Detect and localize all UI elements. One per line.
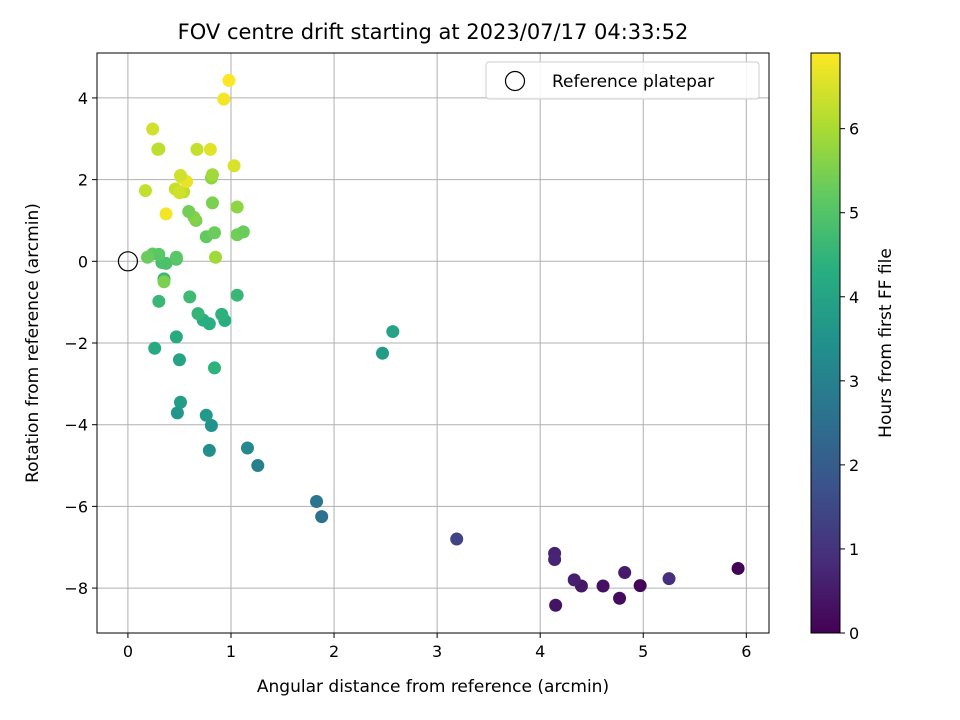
data-point — [236, 225, 250, 239]
data-point — [240, 441, 254, 455]
data-point — [450, 532, 464, 546]
colorbar-tick-label: 0 — [849, 624, 859, 643]
data-point — [170, 406, 184, 420]
data-point — [152, 142, 166, 156]
data-point — [613, 591, 627, 605]
legend-label-reference: Reference platepar — [552, 72, 714, 92]
data-point — [202, 443, 216, 457]
data-point — [172, 353, 186, 367]
reference-platepar-marker — [117, 251, 139, 272]
data-point — [731, 561, 745, 575]
colorbar-tick-label: 2 — [849, 456, 859, 475]
colorbar-strip — [810, 52, 841, 634]
colorbar-tick-label: 3 — [849, 372, 859, 391]
legend-reference-marker — [504, 70, 526, 92]
data-point — [596, 579, 610, 593]
data-point — [205, 196, 219, 210]
data-point — [209, 250, 223, 264]
data-point — [386, 325, 400, 339]
x-tick-label: 0 — [123, 642, 133, 661]
data-point — [191, 307, 205, 321]
y-tick-label: −4 — [64, 416, 88, 435]
x-tick-label: 5 — [638, 642, 648, 661]
colorbar-tick-label: 1 — [849, 540, 859, 559]
x-tick-label: 2 — [329, 642, 339, 661]
data-point — [222, 73, 236, 87]
data-point — [217, 92, 231, 106]
data-point — [548, 552, 562, 566]
y-tick-label: −8 — [64, 579, 88, 598]
data-point — [157, 275, 171, 289]
data-point — [633, 579, 647, 593]
data-point — [172, 186, 186, 200]
data-point — [146, 122, 160, 136]
data-point — [199, 408, 213, 422]
data-point — [207, 361, 221, 375]
data-point — [662, 572, 676, 586]
x-axis-title: Angular distance from reference (arcmin) — [257, 677, 609, 697]
data-point — [138, 184, 152, 198]
data-point — [230, 288, 244, 302]
x-tick-label: 1 — [226, 642, 236, 661]
data-point — [549, 598, 563, 612]
data-points — [138, 73, 745, 612]
legend-box — [485, 61, 760, 100]
colorbar-tick-label: 5 — [849, 204, 859, 223]
data-point — [207, 226, 221, 240]
data-point — [182, 204, 196, 218]
x-tick-label: 3 — [432, 642, 442, 661]
colorbar-ticks: 0 1 2 3 4 5 6 — [840, 120, 859, 643]
axis-ticks: 0 1 2 3 4 5 6 −8 −6 −4 −2 0 2 4 — [64, 89, 751, 661]
data-point — [215, 307, 229, 321]
data-point — [159, 207, 173, 221]
data-point — [618, 566, 632, 580]
y-axis-title: Rotation from reference (arcmin) — [23, 203, 43, 483]
data-point — [141, 250, 155, 264]
y-tick-label: 2 — [78, 171, 88, 190]
data-point — [152, 294, 166, 308]
data-point — [204, 419, 218, 433]
data-point — [205, 168, 219, 182]
data-point — [251, 459, 265, 473]
data-point — [148, 341, 162, 355]
data-point — [173, 395, 187, 409]
data-point — [315, 510, 329, 524]
data-point — [203, 142, 217, 156]
data-point — [190, 142, 204, 156]
colorbar-tick-label: 4 — [849, 288, 859, 307]
colorbar-title: Hours from first FF file — [876, 248, 896, 438]
legend: Reference platepar — [485, 61, 760, 100]
data-point — [159, 256, 173, 270]
x-tick-label: 4 — [535, 642, 545, 661]
data-point — [227, 159, 241, 173]
data-point — [230, 200, 244, 214]
data-point — [310, 494, 324, 508]
data-point — [375, 346, 389, 360]
y-tick-label: 0 — [78, 252, 88, 271]
y-tick-label: −6 — [64, 497, 88, 516]
data-point — [152, 247, 166, 261]
data-point — [183, 290, 197, 304]
y-tick-label: 4 — [78, 89, 88, 108]
data-point — [169, 250, 183, 264]
y-tick-label: −2 — [64, 334, 88, 353]
x-tick-label: 6 — [741, 642, 751, 661]
grid-lines — [97, 53, 769, 633]
data-point — [169, 330, 183, 344]
chart-title: FOV centre drift starting at 2023/07/17 … — [178, 20, 689, 44]
data-point — [567, 573, 581, 587]
colorbar: 0 1 2 3 4 5 6 Hours from first FF file — [810, 52, 896, 643]
data-point — [202, 317, 216, 331]
data-point — [173, 169, 187, 183]
colorbar-tick-label: 6 — [849, 120, 859, 139]
